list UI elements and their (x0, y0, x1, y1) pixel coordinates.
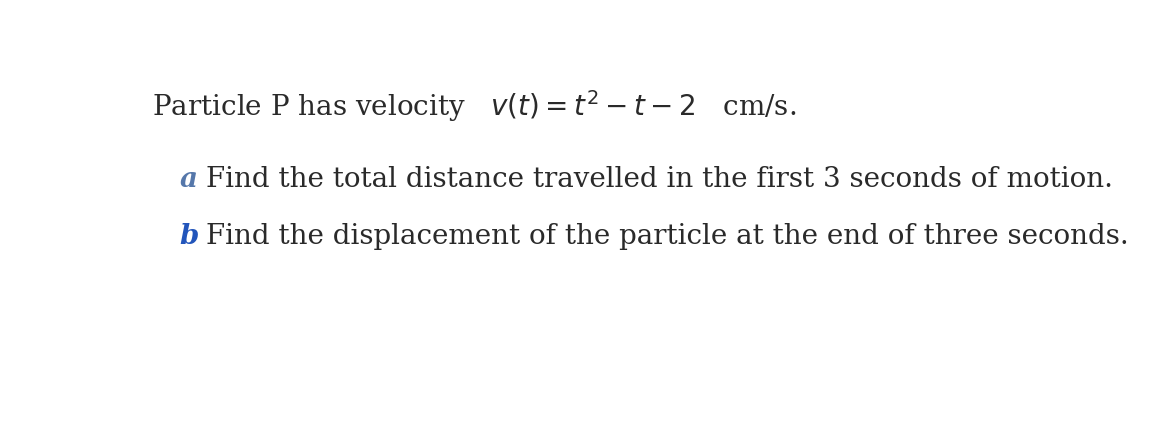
Text: a: a (179, 167, 198, 194)
Text: Find the displacement of the particle at the end of three seconds.: Find the displacement of the particle at… (207, 224, 1129, 250)
Text: b: b (179, 224, 199, 250)
Text: Particle P has velocity   $v(t) = t^2 - t - 2$   cm/s.: Particle P has velocity $v(t) = t^2 - t … (151, 88, 796, 124)
Text: Find the total distance travelled in the first 3 seconds of motion.: Find the total distance travelled in the… (207, 167, 1113, 194)
